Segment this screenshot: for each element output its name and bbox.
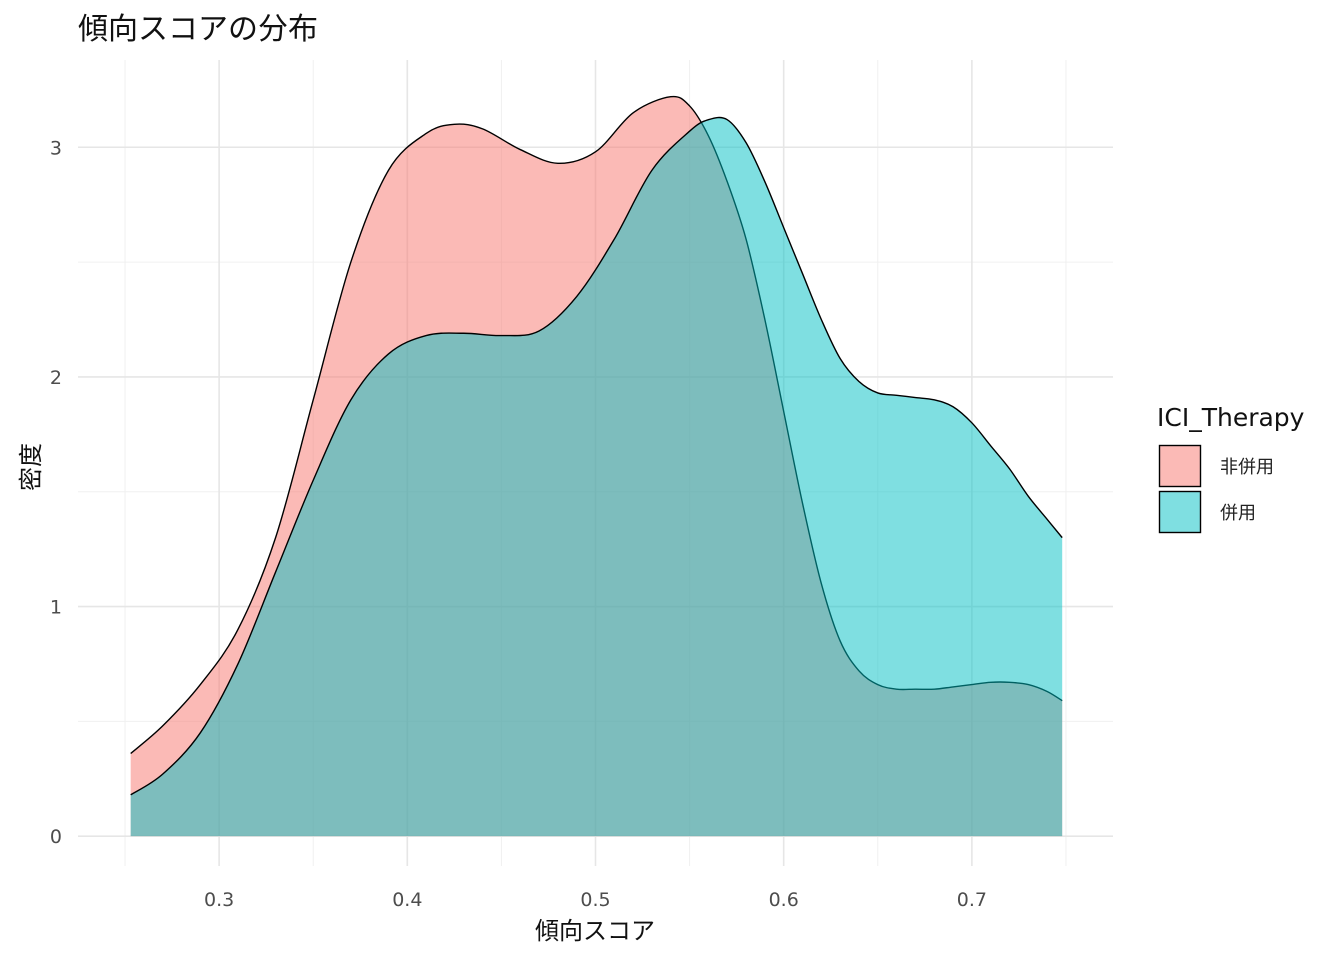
x-tick-label: 0.4 — [392, 889, 422, 911]
legend-key — [1158, 490, 1202, 534]
chart-title: 傾向スコアの分布 — [78, 12, 318, 47]
legend-title: ICI_Therapy — [1157, 403, 1305, 432]
x-tick-label: 0.6 — [769, 889, 799, 911]
y-axis-ticks: 0 1 2 3 — [50, 137, 62, 848]
legend-label: 併用 — [1220, 503, 1256, 524]
y-tick-label: 3 — [50, 137, 62, 159]
y-tick-label: 1 — [50, 597, 62, 619]
legend-label: 非併用 — [1220, 457, 1274, 478]
x-tick-label: 0.5 — [580, 889, 610, 911]
x-axis-ticks: 0.3 0.4 0.5 0.6 0.7 — [204, 889, 987, 911]
density-line-2 — [130, 116, 1063, 796]
x-tick-label: 0.3 — [204, 889, 234, 911]
density-areas — [130, 95, 1063, 837]
x-axis-title: 傾向スコア — [535, 917, 655, 945]
x-tick-label: 0.7 — [957, 889, 987, 911]
density-area-2 — [130, 117, 1063, 837]
y-tick-label: 2 — [50, 367, 62, 389]
y-axis-title: 密度 — [17, 443, 45, 491]
y-tick-label: 0 — [50, 826, 62, 848]
legend-key — [1158, 444, 1202, 488]
